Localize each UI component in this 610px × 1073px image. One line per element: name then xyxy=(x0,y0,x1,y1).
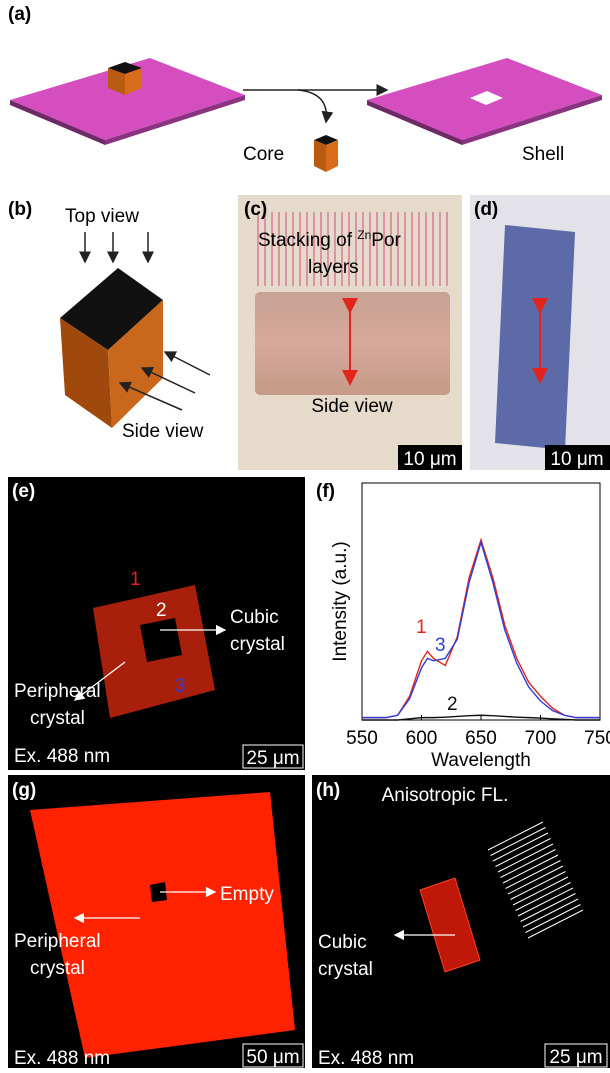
caption: crystal xyxy=(230,634,285,655)
panel-label: (c) xyxy=(244,199,267,220)
g: (f) 550 600 650 700 750 Wavelength Intensity (a… xyxy=(316,481,610,771)
rect xyxy=(255,292,450,395)
panel-label: (g) xyxy=(12,780,36,801)
x-tick-label: 600 xyxy=(406,728,438,749)
path xyxy=(298,90,326,122)
polygon xyxy=(326,140,338,172)
caption: layers xyxy=(308,257,359,278)
caption: crystal xyxy=(30,708,85,729)
tspan: Zn xyxy=(357,228,371,242)
body: {"panels": { "a": {"label": "(a)", "core… xyxy=(0,0,610,1068)
legend-label: 2 xyxy=(447,694,458,715)
scale-bar: 25 μm xyxy=(549,1047,602,1068)
caption: crystal xyxy=(30,958,85,979)
legend-label: 1 xyxy=(416,617,427,638)
caption: Empty xyxy=(220,884,274,905)
caption: Ex. 488 nm xyxy=(14,1048,110,1068)
x-axis-label: Wavelength xyxy=(431,750,531,771)
polygon xyxy=(495,225,575,450)
x-tick-label: 700 xyxy=(525,728,557,749)
scale-bar: 10 μm xyxy=(403,449,456,470)
panel-label: (f) xyxy=(316,481,335,502)
series-line xyxy=(362,540,600,718)
caption: Side view xyxy=(122,421,204,442)
caption: Cubic xyxy=(318,932,367,953)
caption: Peripheral xyxy=(14,931,101,952)
point-label: 2 xyxy=(156,600,167,621)
x-tick-label: 750 xyxy=(584,728,610,749)
scale-bar: 10 μm xyxy=(550,449,603,470)
caption: Peripheral xyxy=(14,681,101,702)
scale-bar: 50 μm xyxy=(246,1047,299,1068)
page: body { margin: 0; width: 610px; height: … xyxy=(0,0,610,1068)
caption: Anisotropic FL. xyxy=(382,785,509,806)
caption: Core xyxy=(243,144,284,165)
caption: Ex. 488 nm xyxy=(318,1048,414,1068)
caption: Ex. 488 nm xyxy=(14,746,110,767)
x-tick-label: 650 xyxy=(465,728,497,749)
x-tick-label: 550 xyxy=(346,728,378,749)
panel-label: (a) xyxy=(8,4,31,25)
caption: Cubic xyxy=(230,607,279,628)
tspan: Stacking of xyxy=(258,230,357,251)
plot-frame xyxy=(362,483,600,720)
tspan: Por xyxy=(371,230,401,251)
scale-bar: 25 μm xyxy=(246,748,299,769)
point-label: 1 xyxy=(130,569,141,590)
caption: Stacking of ZnPor xyxy=(258,228,402,251)
series-line xyxy=(362,542,600,717)
panel-label: (b) xyxy=(8,199,32,220)
point-label: 3 xyxy=(175,676,186,697)
line xyxy=(165,352,210,375)
panel-label: (d) xyxy=(474,199,498,220)
caption: Top view xyxy=(65,206,139,227)
legend-label: 3 xyxy=(435,635,446,656)
y-axis-label: Intensity (a.u.) xyxy=(330,541,351,661)
panel-label: (h) xyxy=(316,780,340,801)
polygon xyxy=(314,140,326,172)
panel-label: (e) xyxy=(12,481,35,502)
caption: Shell xyxy=(522,144,564,165)
figure: (a) Core Shell (b) Top view Side view (c… xyxy=(0,0,610,1068)
caption: Side view xyxy=(311,396,393,417)
caption: crystal xyxy=(318,959,373,980)
